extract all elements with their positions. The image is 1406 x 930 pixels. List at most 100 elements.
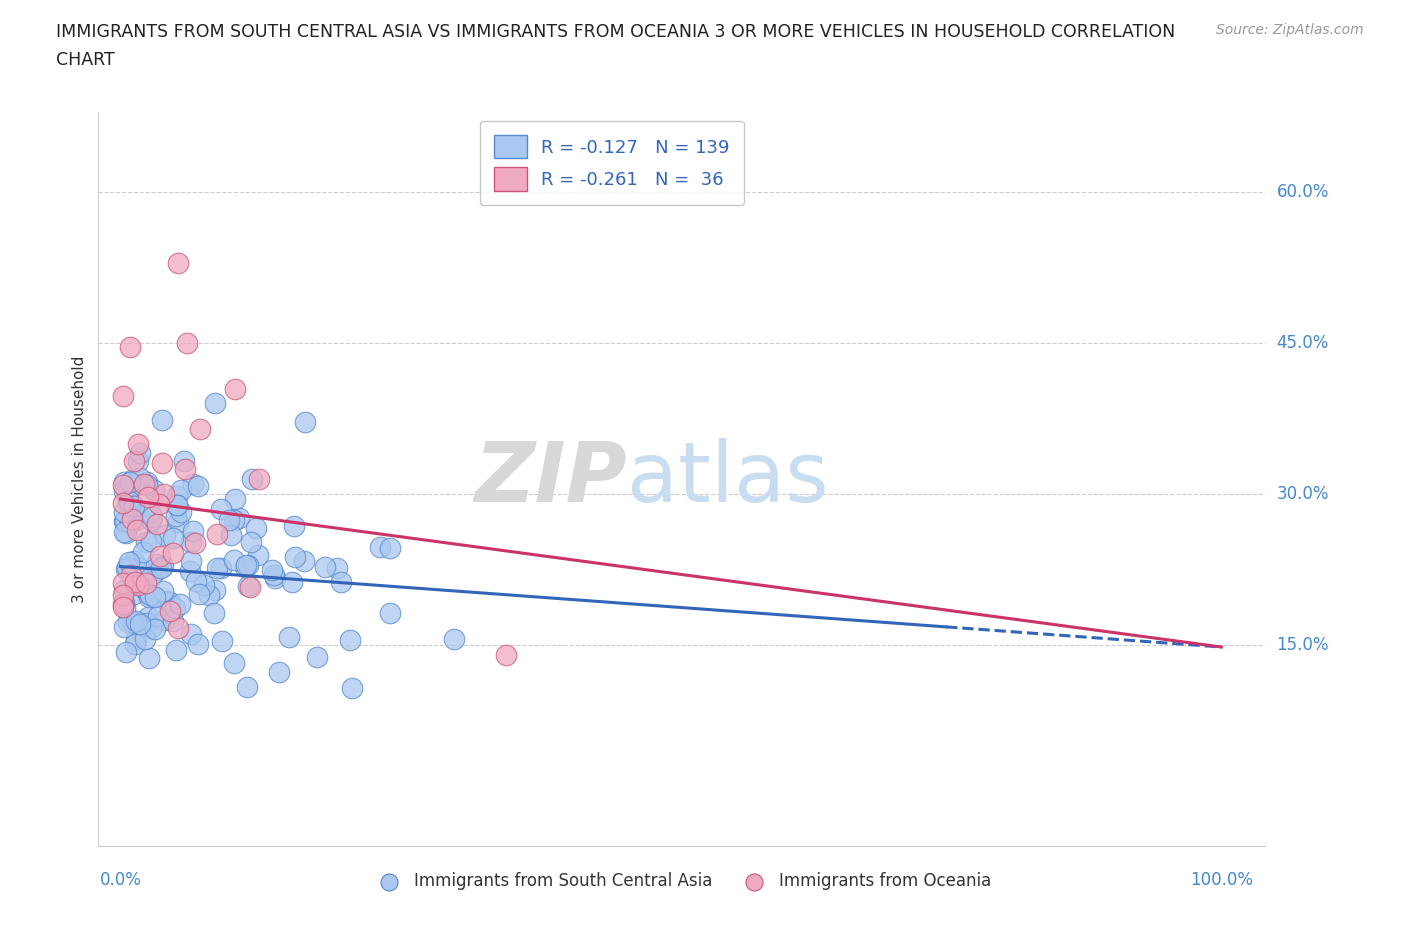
Point: [159, 604, 181, 618]
Point: [166, 498, 188, 512]
Point: [165, 509, 187, 524]
Point: [112, 582, 135, 597]
Point: [188, 421, 211, 436]
Point: [176, 336, 198, 351]
Text: 45.0%: 45.0%: [1277, 334, 1329, 352]
Point: [224, 512, 246, 527]
Point: [262, 562, 284, 577]
Point: [127, 478, 149, 493]
Point: [342, 681, 364, 696]
Point: [132, 477, 155, 492]
Point: [247, 472, 270, 486]
Point: [181, 524, 204, 538]
Point: [125, 615, 148, 630]
Text: atlas: atlas: [627, 438, 828, 520]
Point: [380, 605, 402, 620]
Point: [115, 645, 138, 660]
Point: [247, 548, 270, 563]
Point: [183, 477, 205, 492]
Point: [180, 535, 202, 550]
Point: [112, 595, 135, 610]
Point: [143, 621, 166, 636]
Point: [145, 563, 167, 578]
Point: [153, 486, 176, 501]
Point: [139, 621, 162, 636]
Point: [111, 477, 134, 492]
Point: [120, 515, 142, 530]
Point: [174, 461, 197, 476]
Text: Source: ZipAtlas.com: Source: ZipAtlas.com: [1216, 23, 1364, 37]
Point: [264, 570, 287, 585]
Point: [236, 557, 259, 572]
Point: [118, 498, 141, 513]
Point: [138, 585, 160, 600]
Point: [141, 569, 163, 584]
Point: [236, 578, 259, 593]
Point: [233, 559, 256, 574]
Point: [495, 647, 517, 662]
Point: [281, 574, 304, 589]
Point: [134, 631, 156, 646]
Point: [263, 567, 285, 582]
Point: [136, 474, 159, 489]
Point: [118, 493, 141, 508]
Point: [239, 579, 262, 594]
Point: [193, 578, 215, 593]
Text: 0.0%: 0.0%: [100, 871, 142, 889]
Point: [138, 609, 160, 624]
Point: [111, 389, 134, 404]
Point: [129, 471, 152, 485]
Point: [148, 609, 170, 624]
Point: [143, 590, 166, 604]
Point: [112, 619, 135, 634]
Point: [277, 630, 299, 644]
Point: [162, 530, 184, 545]
Point: [235, 558, 257, 573]
Point: [125, 523, 148, 538]
Point: [339, 633, 361, 648]
Point: [111, 495, 134, 510]
Point: [267, 664, 290, 679]
Point: [180, 553, 202, 568]
Point: [219, 528, 242, 543]
Text: 15.0%: 15.0%: [1277, 636, 1329, 654]
Text: 30.0%: 30.0%: [1277, 485, 1329, 503]
Point: [122, 553, 145, 568]
Point: [205, 526, 228, 541]
Point: [127, 454, 149, 469]
Point: [112, 600, 135, 615]
Y-axis label: 3 or more Vehicles in Household: 3 or more Vehicles in Household: [72, 355, 87, 603]
Point: [135, 478, 157, 493]
Point: [187, 586, 209, 601]
Point: [283, 519, 305, 534]
Point: [202, 605, 225, 620]
Point: [128, 445, 150, 460]
Point: [228, 511, 250, 525]
Point: [127, 436, 149, 451]
Point: [150, 456, 173, 471]
Point: [112, 513, 135, 528]
Point: [145, 516, 167, 531]
Point: [139, 587, 162, 602]
Point: [124, 636, 146, 651]
Point: [121, 473, 143, 488]
Point: [124, 575, 146, 590]
Text: ZIP: ZIP: [474, 438, 627, 520]
Point: [218, 512, 240, 527]
Point: [152, 583, 174, 598]
Point: [120, 495, 142, 510]
Point: [187, 479, 209, 494]
Text: 60.0%: 60.0%: [1277, 183, 1329, 201]
Point: [139, 512, 162, 527]
Point: [198, 588, 221, 603]
Point: [120, 567, 142, 582]
Point: [170, 483, 193, 498]
Point: [166, 498, 188, 512]
Point: [187, 637, 209, 652]
Point: [169, 597, 191, 612]
Point: [125, 614, 148, 629]
Point: [165, 601, 187, 616]
Text: 100.0%: 100.0%: [1189, 871, 1253, 889]
Point: [167, 620, 190, 635]
Point: [166, 515, 188, 530]
